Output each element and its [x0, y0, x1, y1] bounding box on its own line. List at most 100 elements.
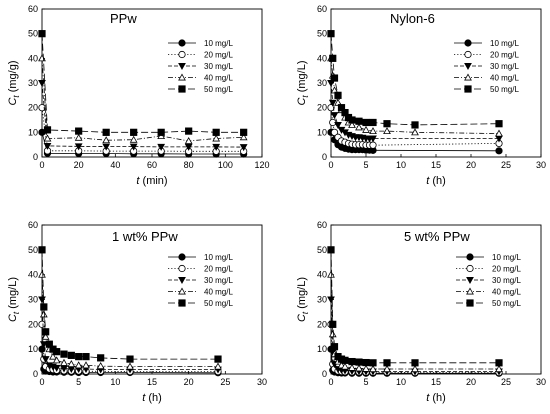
y-tick-label: 60	[317, 4, 327, 14]
legend-label: 50 mg/L	[204, 299, 233, 308]
series-5	[38, 30, 248, 136]
x-axis-symbol: t	[136, 175, 140, 187]
x-tick-label: 30	[536, 160, 546, 170]
x-tick-label: 30	[257, 377, 267, 387]
data-point	[39, 310, 48, 318]
legend: 10 mg/L 20 mg/L 30 mg/L 40 mg/L 50 mg/L	[454, 39, 519, 94]
data-point	[383, 359, 391, 367]
series-line	[330, 33, 500, 126]
y-tick-label: 40	[28, 270, 38, 280]
legend-label: 40 mg/L	[492, 288, 521, 297]
data-point	[60, 365, 68, 373]
legend-marker	[464, 50, 472, 59]
legend-label: 50 mg/L	[204, 85, 233, 94]
data-point	[53, 348, 61, 356]
data-point	[43, 126, 52, 134]
data-point	[240, 128, 248, 136]
y-tick-label: 60	[28, 220, 38, 230]
legend-marker	[178, 50, 186, 59]
data-point	[130, 128, 138, 136]
panel-title: PPw	[110, 11, 137, 26]
data-point	[495, 365, 503, 372]
data-point	[102, 143, 111, 151]
y-axis-symbol: C	[7, 98, 19, 106]
y-tick-label: 0	[33, 369, 38, 379]
x-tick-label: 60	[147, 160, 157, 170]
data-point	[239, 133, 248, 141]
data-point	[75, 127, 83, 135]
x-axis-symbol: t	[426, 175, 430, 187]
x-axis-label: t (h)	[426, 175, 446, 187]
data-point	[157, 143, 166, 151]
y-tick-label: 30	[317, 78, 327, 88]
x-tick-label: 10	[396, 377, 406, 387]
data-point	[495, 120, 503, 128]
legend-marker	[464, 39, 472, 47]
series-line	[41, 58, 244, 142]
data-point	[157, 128, 165, 136]
series-3	[38, 80, 248, 152]
x-tick-label: 0	[39, 377, 44, 387]
y-tick-label: 40	[317, 53, 327, 63]
x-axis-unit: (h)	[429, 175, 446, 187]
x-tick-label: 0	[39, 160, 44, 170]
y-tick-label: 40	[317, 270, 327, 280]
data-point	[341, 362, 349, 370]
legend-label: 10 mg/L	[204, 253, 233, 262]
data-point	[327, 246, 335, 254]
panel-title: 5 wt% PPw	[404, 229, 470, 244]
legend-label: 40 mg/L	[490, 74, 519, 83]
data-point	[411, 128, 419, 136]
legend-marker	[466, 287, 474, 295]
data-point	[330, 74, 339, 82]
x-axis-unit: (h)	[145, 392, 162, 404]
data-point	[40, 303, 48, 311]
x-axis-label: t (h)	[142, 392, 162, 404]
series-5	[38, 246, 222, 363]
x-tick-label: 0	[328, 377, 333, 387]
data-point	[369, 359, 377, 367]
legend-marker	[466, 277, 474, 285]
data-point	[212, 143, 221, 151]
legend-marker	[464, 63, 472, 71]
data-point	[341, 356, 349, 364]
x-axis-symbol: t	[142, 392, 146, 404]
legend-marker	[466, 299, 474, 307]
chart-panel-1: 0 20 40 60 80 100 120 0 10 20 30 40 50 60 t (min) Ct (m…	[7, 4, 270, 187]
chart-panel-2: 0 5 10 15 20 25 30 0 10 20 30 40 50 60 t (h) Ct (mg/L) N…	[296, 4, 546, 187]
y-tick-label: 20	[28, 103, 38, 113]
data-point	[60, 350, 68, 358]
data-point	[369, 118, 377, 127]
x-tick-label: 30	[536, 377, 546, 387]
data-point	[212, 134, 221, 142]
legend-label: 50 mg/L	[490, 85, 519, 94]
y-axis-symbol: C	[296, 98, 308, 106]
y-axis-label: Ct (mg/L)	[296, 60, 310, 105]
x-tick-label: 25	[501, 160, 511, 170]
legend-label: 20 mg/L	[492, 265, 521, 274]
legend-marker	[466, 253, 474, 261]
legend: 10 mg/L 20 mg/L 30 mg/L 40 mg/L 50 mg/L	[168, 253, 233, 308]
data-point	[102, 128, 110, 136]
data-point	[327, 270, 335, 278]
data-point	[67, 351, 75, 359]
data-point	[129, 135, 138, 143]
data-point	[411, 121, 419, 129]
data-point	[348, 116, 356, 124]
legend-marker	[178, 39, 186, 47]
y-axis-label: Ct (mg/L)	[296, 277, 310, 322]
legend-marker	[178, 299, 186, 307]
y-axis-symbol: C	[296, 314, 308, 322]
data-point	[328, 330, 337, 338]
legend-label: 50 mg/L	[492, 299, 521, 308]
data-point	[214, 355, 222, 363]
data-point	[383, 120, 391, 128]
data-point	[495, 129, 503, 137]
x-tick-label: 5	[76, 377, 81, 387]
data-point	[82, 361, 90, 369]
data-point	[49, 352, 57, 360]
series-line	[41, 249, 218, 360]
x-axis-label: t (min)	[136, 175, 167, 187]
y-axis-unit: (mg/L)	[296, 277, 308, 312]
y-tick-label: 30	[317, 295, 327, 305]
